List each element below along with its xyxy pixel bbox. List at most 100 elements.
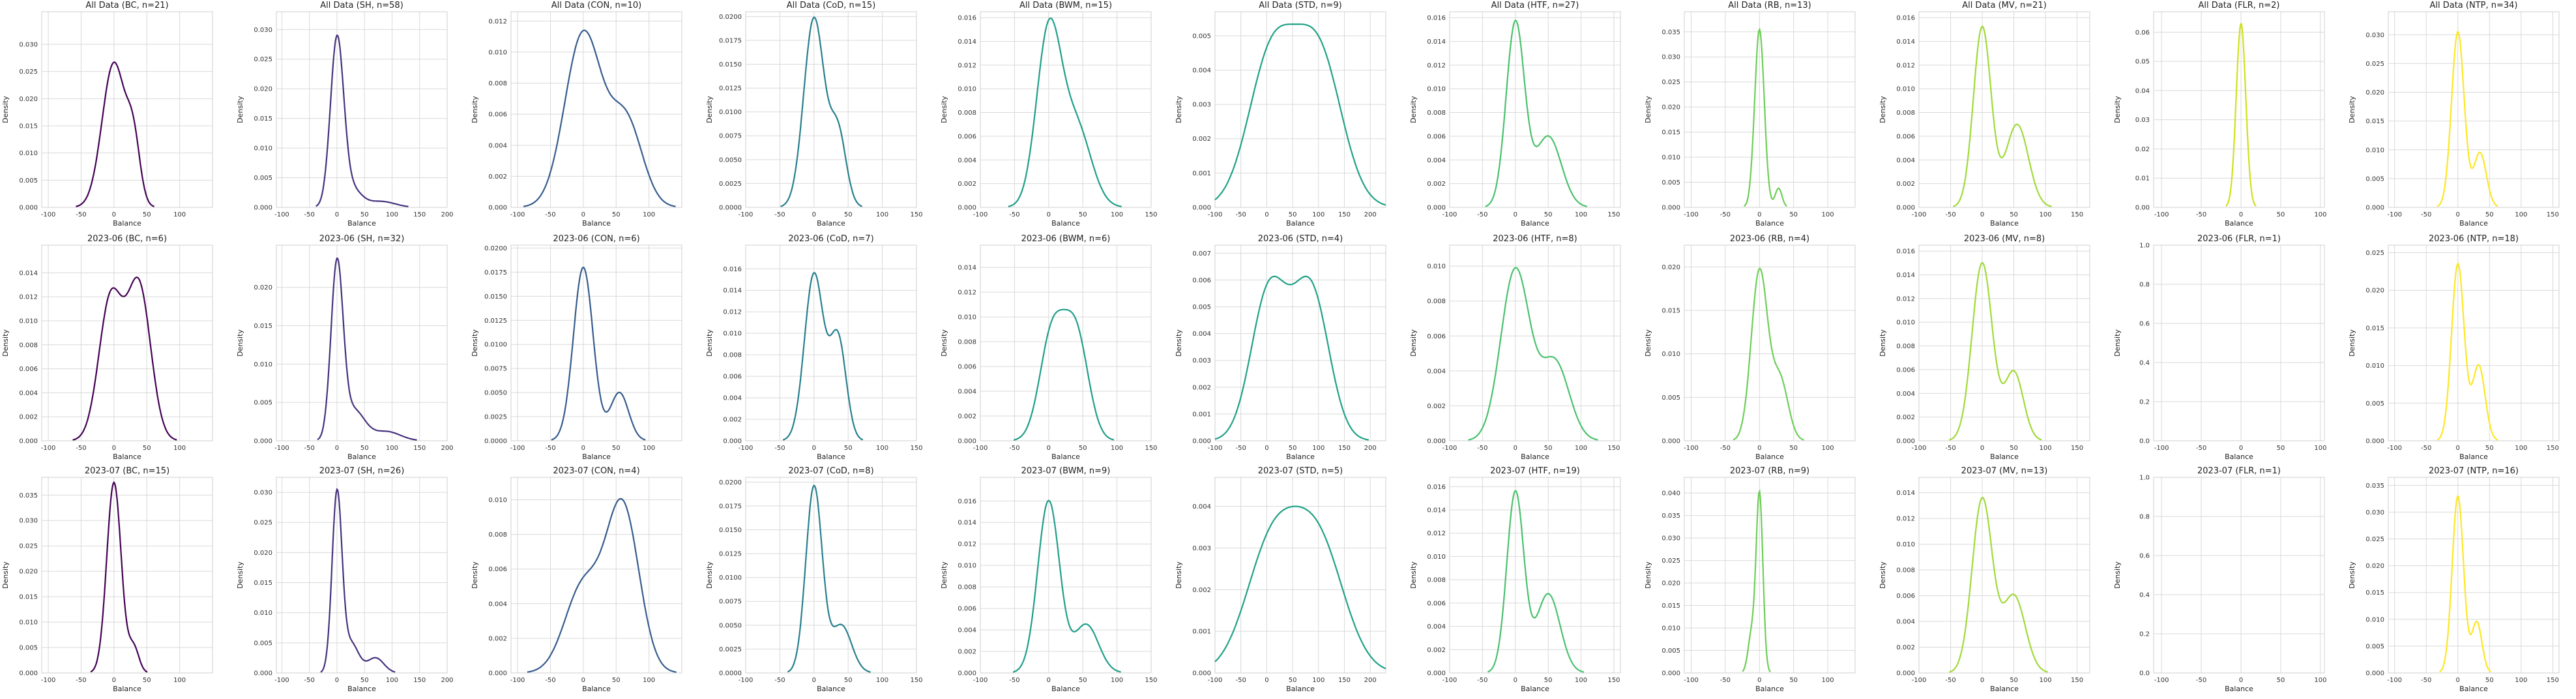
y-tick-label: 0.000 xyxy=(1427,438,1446,445)
plot-frame xyxy=(41,11,213,208)
y-tick-label: 0.0200 xyxy=(719,14,742,21)
y-tick-label: 0.002 xyxy=(488,635,507,642)
y-tick-label: 0.030 xyxy=(1661,535,1680,543)
x-tick-label: 200 xyxy=(441,445,453,452)
y-tick-label: 0.012 xyxy=(1896,295,1915,303)
x-tick-label: 0 xyxy=(2239,445,2243,452)
y-axis-label: Density xyxy=(471,561,479,589)
plot-frame xyxy=(1684,477,1856,674)
x-tick-label: 150 xyxy=(1607,211,1620,218)
x-axis-label: Balance xyxy=(2459,453,2488,461)
y-tick-label: 0.006 xyxy=(1427,133,1446,140)
y-tick-label: 0.010 xyxy=(1427,263,1446,271)
x-tick-label: -50 xyxy=(1477,211,1487,218)
x-tick-label: -50 xyxy=(774,211,785,218)
panel-title: 2023-07 (NTP, n=16) xyxy=(2429,466,2519,476)
x-tick-label: -50 xyxy=(304,211,315,218)
y-tick-label: 0.0025 xyxy=(719,646,742,653)
x-tick-label: 100 xyxy=(876,445,888,452)
y-tick-label: 0.2 xyxy=(2139,399,2150,406)
x-tick-label: 150 xyxy=(413,677,426,684)
plot-frame xyxy=(1214,245,1386,441)
plot-frame xyxy=(2388,477,2560,674)
y-tick-label: 0.004 xyxy=(1192,67,1211,74)
x-tick-label: 0 xyxy=(812,445,816,452)
y-tick-label: 0.006 xyxy=(488,112,507,119)
panel-title: 2023-07 (SH, n=26) xyxy=(319,466,405,476)
x-tick-label: 0 xyxy=(1265,211,1268,218)
y-tick-label: 0.010 xyxy=(19,619,38,627)
x-tick-label: 150 xyxy=(1145,211,1157,218)
y-tick-label: 0.010 xyxy=(254,361,272,368)
x-tick-label: 50 xyxy=(612,677,621,684)
y-tick-label: 0.016 xyxy=(958,15,976,22)
y-tick-label: 0.000 xyxy=(1192,438,1211,445)
x-tick-label: 150 xyxy=(1607,677,1620,684)
y-tick-label: 0.040 xyxy=(1661,490,1680,498)
x-tick-label: 100 xyxy=(1111,211,1123,218)
y-tick-label: 0.020 xyxy=(254,86,272,93)
panel-title: All Data (STD, n=9) xyxy=(1259,1,1341,10)
y-tick-label: 0.010 xyxy=(1896,86,1915,93)
panel-title: 2023-06 (MV, n=8) xyxy=(1964,234,2045,244)
y-tick-label: 0.002 xyxy=(488,173,507,181)
y-tick-label: 0.05 xyxy=(2135,59,2150,66)
y-tick-label: 0.002 xyxy=(1427,181,1446,188)
x-tick-label: 100 xyxy=(1822,677,1834,684)
y-tick-label: 0.4 xyxy=(2139,592,2150,599)
y-tick-label: 0.020 xyxy=(19,96,38,103)
y-tick-label: 0.020 xyxy=(254,284,272,291)
panel-title: All Data (BWM, n=15) xyxy=(1019,1,1112,10)
y-tick-label: 0.0125 xyxy=(484,318,507,325)
y-tick-label: 0.012 xyxy=(1427,530,1446,537)
y-tick-label: 1.0 xyxy=(2139,475,2150,482)
y-tick-label: 0.010 xyxy=(1427,554,1446,561)
x-axis-label: Balance xyxy=(1051,453,1080,461)
y-tick-label: 0.002 xyxy=(1896,644,1915,651)
x-tick-label: 50 xyxy=(1544,677,1553,684)
y-tick-label: 0.010 xyxy=(19,318,38,325)
y-tick-label: 0.005 xyxy=(254,175,272,182)
y-axis-label: Density xyxy=(2113,561,2122,589)
x-tick-label: 100 xyxy=(173,677,186,684)
x-tick-label: -100 xyxy=(2154,211,2169,218)
y-tick-label: 0.008 xyxy=(1427,110,1446,117)
x-tick-label: 0 xyxy=(335,677,339,684)
y-tick-label: 0.008 xyxy=(1896,567,1915,574)
plot-frame xyxy=(745,477,917,674)
y-axis-label: Density xyxy=(1,329,10,357)
y-tick-label: 0.005 xyxy=(2365,175,2384,183)
y-tick-label: 0.010 xyxy=(1661,351,1680,358)
plot-frame xyxy=(745,11,917,208)
x-tick-label: -100 xyxy=(1208,445,1223,452)
y-tick-label: 0.025 xyxy=(19,68,38,76)
y-axis-label: Density xyxy=(236,96,244,123)
x-tick-label: 50 xyxy=(2277,677,2285,684)
x-tick-label: 0 xyxy=(112,445,116,452)
y-tick-label: 0.0000 xyxy=(484,438,507,445)
density-curve xyxy=(1949,261,2042,441)
x-tick-label: 0 xyxy=(1514,211,1517,218)
x-tick-label: 0 xyxy=(1514,677,1517,684)
x-tick-label: 50 xyxy=(360,211,369,218)
x-tick-label: 0 xyxy=(1514,445,1517,452)
y-tick-label: 0.008 xyxy=(1427,298,1446,305)
y-tick-label: 0.01 xyxy=(2135,175,2150,183)
x-tick-label: 100 xyxy=(876,677,888,684)
panel-title: 2023-06 (CON, n=6) xyxy=(553,234,639,244)
density-curve xyxy=(1214,23,1386,206)
density-curve xyxy=(1733,267,1804,441)
y-tick-label: 0.010 xyxy=(958,314,976,321)
y-tick-label: 0.006 xyxy=(1896,593,1915,600)
y-axis-label: Density xyxy=(471,329,479,357)
y-tick-label: 0.030 xyxy=(1661,54,1680,61)
y-tick-label: 0.014 xyxy=(1896,38,1915,46)
y-tick-label: 0.015 xyxy=(1661,602,1680,610)
y-tick-label: 0.007 xyxy=(1192,250,1211,258)
x-tick-label: 50 xyxy=(1289,211,1297,218)
x-axis-label: Balance xyxy=(1286,685,1315,693)
x-tick-label: 0 xyxy=(1980,677,1984,684)
x-tick-label: 50 xyxy=(612,445,621,452)
y-tick-label: 0.010 xyxy=(488,49,507,56)
